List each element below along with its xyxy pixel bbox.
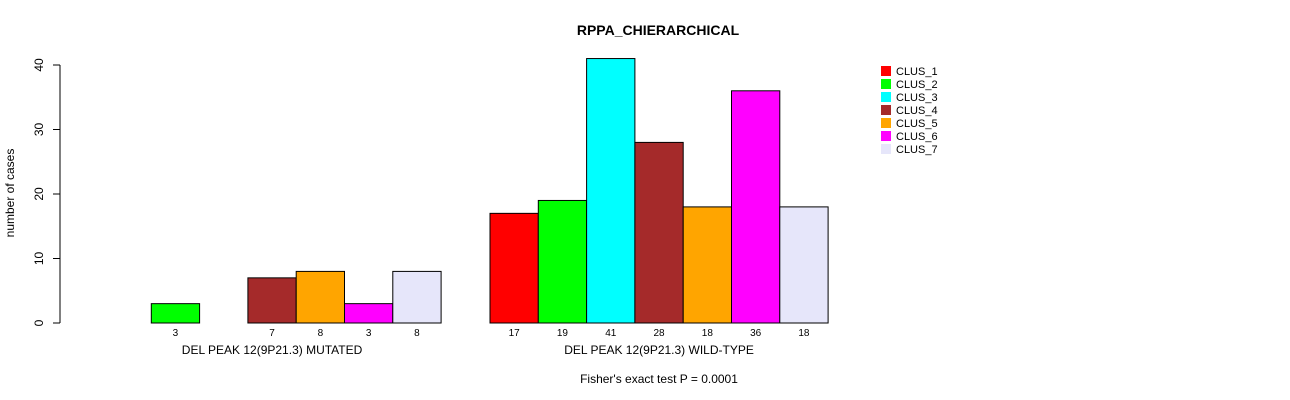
chart-title: RPPA_CHIERARCHICAL <box>577 22 740 38</box>
bar-clus-7-group-1 <box>392 270 442 324</box>
legend-label: CLUS_3 <box>896 92 938 104</box>
bar-count-label: 17 <box>509 328 521 339</box>
bar-clus-3-group-2 <box>586 58 636 324</box>
bar-count-label: 3 <box>173 328 179 339</box>
bar-count-label: 28 <box>653 328 665 339</box>
bar-clus-1-group-2 <box>489 212 539 324</box>
bar-count-label: 18 <box>798 328 810 339</box>
y-axis: 0 10 20 30 40 <box>32 58 61 326</box>
legend-label: CLUS_2 <box>896 79 938 91</box>
legend-swatch <box>881 131 891 141</box>
y-tick-label: 10 <box>32 252 46 266</box>
bar-count-label: 3 <box>366 328 372 339</box>
bar-clus-7-group-2 <box>779 206 829 324</box>
y-tick-label: 30 <box>32 123 46 137</box>
bar-count-label: 8 <box>318 328 324 339</box>
legend-label: CLUS_4 <box>896 105 938 117</box>
bar-clus-6-group-2 <box>731 90 781 324</box>
bar-count-label: 18 <box>702 328 714 339</box>
legend-label: CLUS_7 <box>896 144 938 156</box>
bar-clus-2-group-1 <box>150 303 201 324</box>
legend-swatch <box>881 92 891 102</box>
bar-count-label: 8 <box>414 328 420 339</box>
fisher-test-annotation: Fisher's exact test P = 0.0001 <box>580 372 738 386</box>
bars-layer <box>150 58 829 324</box>
legend-swatch <box>881 105 891 115</box>
legend-label: CLUS_6 <box>896 131 938 143</box>
y-axis-label: number of cases <box>3 149 17 238</box>
group-label-2: DEL PEAK 12(9P21.3) WILD-TYPE <box>564 343 754 357</box>
bar-clus-4-group-2 <box>634 141 684 324</box>
bar-count-label: 7 <box>269 328 275 339</box>
legend-swatch <box>881 118 891 128</box>
bar-clus-5-group-1 <box>295 270 346 324</box>
bar-count-label: 19 <box>557 328 569 339</box>
bar-count-label: 36 <box>750 328 762 339</box>
count-labels-layer: 3 7 8 3 8 17 19 41 28 18 36 18 <box>173 328 810 339</box>
group-labels-layer: DEL PEAK 12(9P21.3) MUTATED DEL PEAK 12(9… <box>182 343 754 357</box>
legend-swatch <box>881 79 891 89</box>
y-tick-label: 20 <box>32 187 46 201</box>
bar-clus-5-group-2 <box>682 206 733 324</box>
bar-count-label: 41 <box>605 328 617 339</box>
y-tick-label: 0 <box>32 319 46 326</box>
bar-clus-2-group-2 <box>537 199 588 324</box>
legend: CLUS_1CLUS_2CLUS_3CLUS_4CLUS_5CLUS_6CLUS… <box>881 66 938 156</box>
legend-label: CLUS_5 <box>896 118 938 130</box>
bar-clus-6-group-1 <box>344 303 394 324</box>
y-tick-label: 40 <box>32 58 46 72</box>
legend-swatch <box>881 144 891 154</box>
bar-clus-4-group-1 <box>247 277 297 324</box>
legend-label: CLUS_1 <box>896 66 938 78</box>
legend-swatch <box>881 66 891 76</box>
group-label-1: DEL PEAK 12(9P21.3) MUTATED <box>182 343 363 357</box>
